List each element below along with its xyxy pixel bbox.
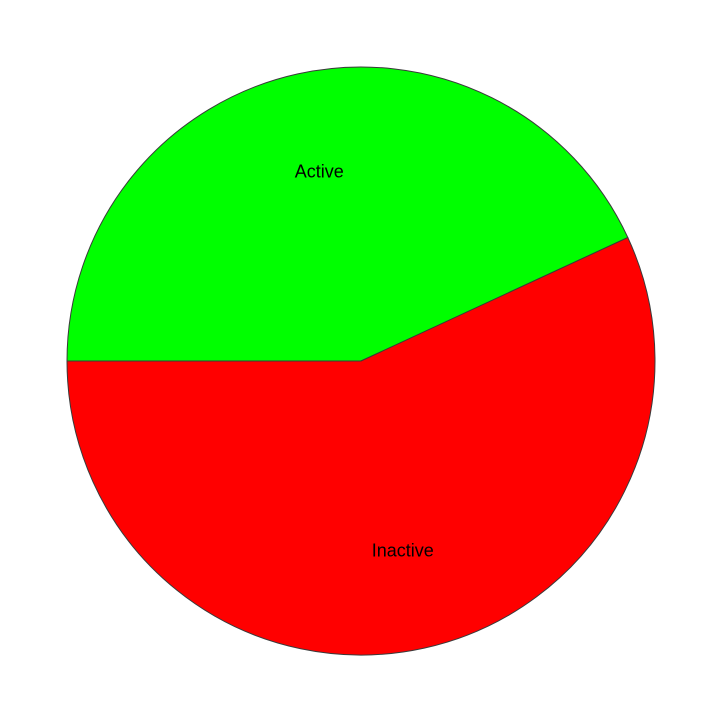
pie-slice-inactive — [66, 236, 656, 656]
pie-slices — [66, 66, 656, 656]
pie-slice-active — [66, 66, 629, 362]
pie-labels: Active Inactive — [295, 162, 434, 561]
slice-label-inactive: Inactive — [372, 540, 434, 560]
slice-label-active: Active — [295, 162, 344, 182]
